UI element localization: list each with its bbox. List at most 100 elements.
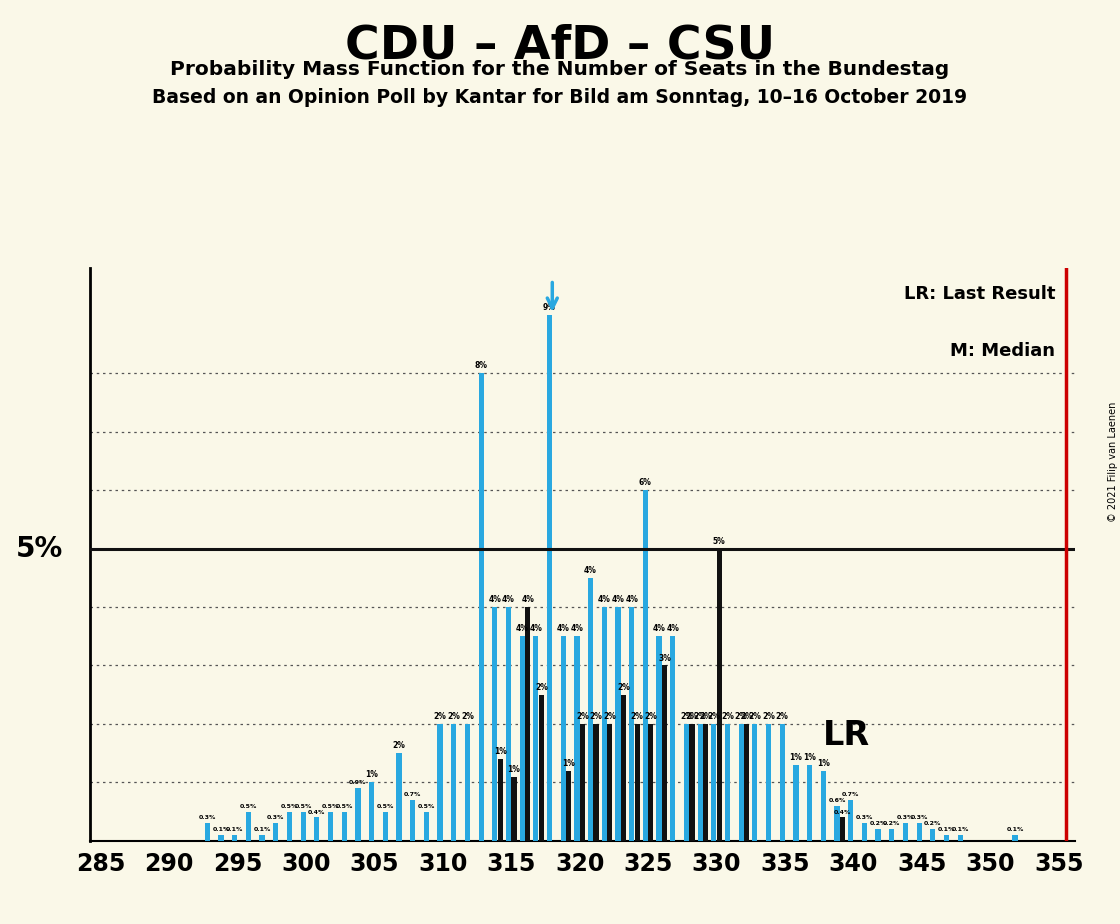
Text: 2%: 2% xyxy=(735,712,748,721)
Bar xyxy=(315,818,319,841)
Text: 0.5%: 0.5% xyxy=(281,804,298,808)
Bar xyxy=(744,723,749,841)
Text: 0.4%: 0.4% xyxy=(308,809,326,815)
Bar xyxy=(368,783,374,841)
Bar xyxy=(780,723,785,841)
Bar xyxy=(232,835,237,841)
Bar xyxy=(808,765,812,841)
Text: 4%: 4% xyxy=(570,625,584,633)
Text: 0.3%: 0.3% xyxy=(198,815,216,821)
Text: 1%: 1% xyxy=(562,759,576,768)
Text: 0.1%: 0.1% xyxy=(952,827,969,833)
Text: 0.3%: 0.3% xyxy=(897,815,914,821)
Bar xyxy=(648,723,653,841)
Bar xyxy=(205,823,209,841)
Text: 0.5%: 0.5% xyxy=(295,804,311,808)
Bar xyxy=(506,607,511,841)
Text: 0.2%: 0.2% xyxy=(869,821,887,826)
Text: 0.5%: 0.5% xyxy=(240,804,258,808)
Text: 8%: 8% xyxy=(475,361,487,371)
Text: 2%: 2% xyxy=(708,712,720,721)
Bar xyxy=(245,811,251,841)
Bar xyxy=(1012,835,1018,841)
Text: 4%: 4% xyxy=(625,595,638,604)
Text: 0.1%: 0.1% xyxy=(226,827,243,833)
Text: 2%: 2% xyxy=(433,712,447,721)
Text: 4%: 4% xyxy=(515,625,529,633)
Text: LR: Last Result: LR: Last Result xyxy=(904,286,1055,303)
Bar xyxy=(273,823,279,841)
Text: 4%: 4% xyxy=(557,625,570,633)
Bar xyxy=(876,829,880,841)
Text: 2%: 2% xyxy=(576,712,589,721)
Bar xyxy=(916,823,922,841)
Text: 0.7%: 0.7% xyxy=(842,792,859,797)
Text: 2%: 2% xyxy=(392,741,405,750)
Text: 2%: 2% xyxy=(617,683,629,692)
Bar xyxy=(620,695,626,841)
Bar xyxy=(753,723,757,841)
Bar xyxy=(588,578,594,841)
Text: 0.1%: 0.1% xyxy=(937,827,955,833)
Text: 2%: 2% xyxy=(740,712,753,721)
Bar xyxy=(703,723,708,841)
Bar xyxy=(497,759,503,841)
Text: 0.5%: 0.5% xyxy=(336,804,353,808)
Text: 1%: 1% xyxy=(507,765,521,773)
Bar xyxy=(533,637,539,841)
Text: © 2021 Filip van Laenen: © 2021 Filip van Laenen xyxy=(1108,402,1118,522)
Text: Probability Mass Function for the Number of Seats in the Bundestag: Probability Mass Function for the Number… xyxy=(170,60,950,79)
Text: 2%: 2% xyxy=(721,712,734,721)
Bar xyxy=(861,823,867,841)
Text: 1%: 1% xyxy=(803,753,816,762)
Bar xyxy=(670,637,675,841)
Text: 5%: 5% xyxy=(713,537,726,546)
Text: 2%: 2% xyxy=(447,712,460,721)
Text: 0.2%: 0.2% xyxy=(924,821,942,826)
Bar xyxy=(834,806,840,841)
Text: 2%: 2% xyxy=(644,712,657,721)
Bar xyxy=(575,637,579,841)
Bar xyxy=(566,771,571,841)
Bar xyxy=(601,607,607,841)
Bar xyxy=(525,607,530,841)
Bar xyxy=(944,835,949,841)
Bar xyxy=(615,607,620,841)
Text: 4%: 4% xyxy=(666,625,679,633)
Text: 0.7%: 0.7% xyxy=(404,792,421,797)
Bar xyxy=(383,811,388,841)
Bar xyxy=(821,771,825,841)
Text: 9%: 9% xyxy=(543,303,556,311)
Text: 5%: 5% xyxy=(16,535,63,563)
Bar xyxy=(520,637,525,841)
Text: 0.3%: 0.3% xyxy=(267,815,284,821)
Text: 1%: 1% xyxy=(790,753,802,762)
Text: 2%: 2% xyxy=(461,712,474,721)
Bar xyxy=(958,835,963,841)
Bar xyxy=(478,373,484,841)
Text: 0.1%: 0.1% xyxy=(253,827,271,833)
Text: 2%: 2% xyxy=(680,712,693,721)
Bar xyxy=(218,835,224,841)
Bar xyxy=(662,665,668,841)
Bar xyxy=(931,829,935,841)
Bar xyxy=(465,723,470,841)
Bar xyxy=(328,811,333,841)
Bar xyxy=(711,723,717,841)
Bar xyxy=(512,776,516,841)
Text: 0.2%: 0.2% xyxy=(883,821,900,826)
Text: 2%: 2% xyxy=(762,712,775,721)
Bar xyxy=(355,788,361,841)
Bar xyxy=(889,829,895,841)
Text: 0.3%: 0.3% xyxy=(856,815,874,821)
Text: 4%: 4% xyxy=(612,595,625,604)
Text: 0.5%: 0.5% xyxy=(418,804,435,808)
Text: Based on an Opinion Poll by Kantar for Bild am Sonntag, 10–16 October 2019: Based on an Opinion Poll by Kantar for B… xyxy=(152,88,968,107)
Text: 4%: 4% xyxy=(585,565,597,575)
Text: 4%: 4% xyxy=(653,625,665,633)
Text: 2%: 2% xyxy=(699,712,712,721)
Bar xyxy=(547,315,552,841)
Bar xyxy=(643,490,648,841)
Bar xyxy=(698,723,702,841)
Bar xyxy=(903,823,908,841)
